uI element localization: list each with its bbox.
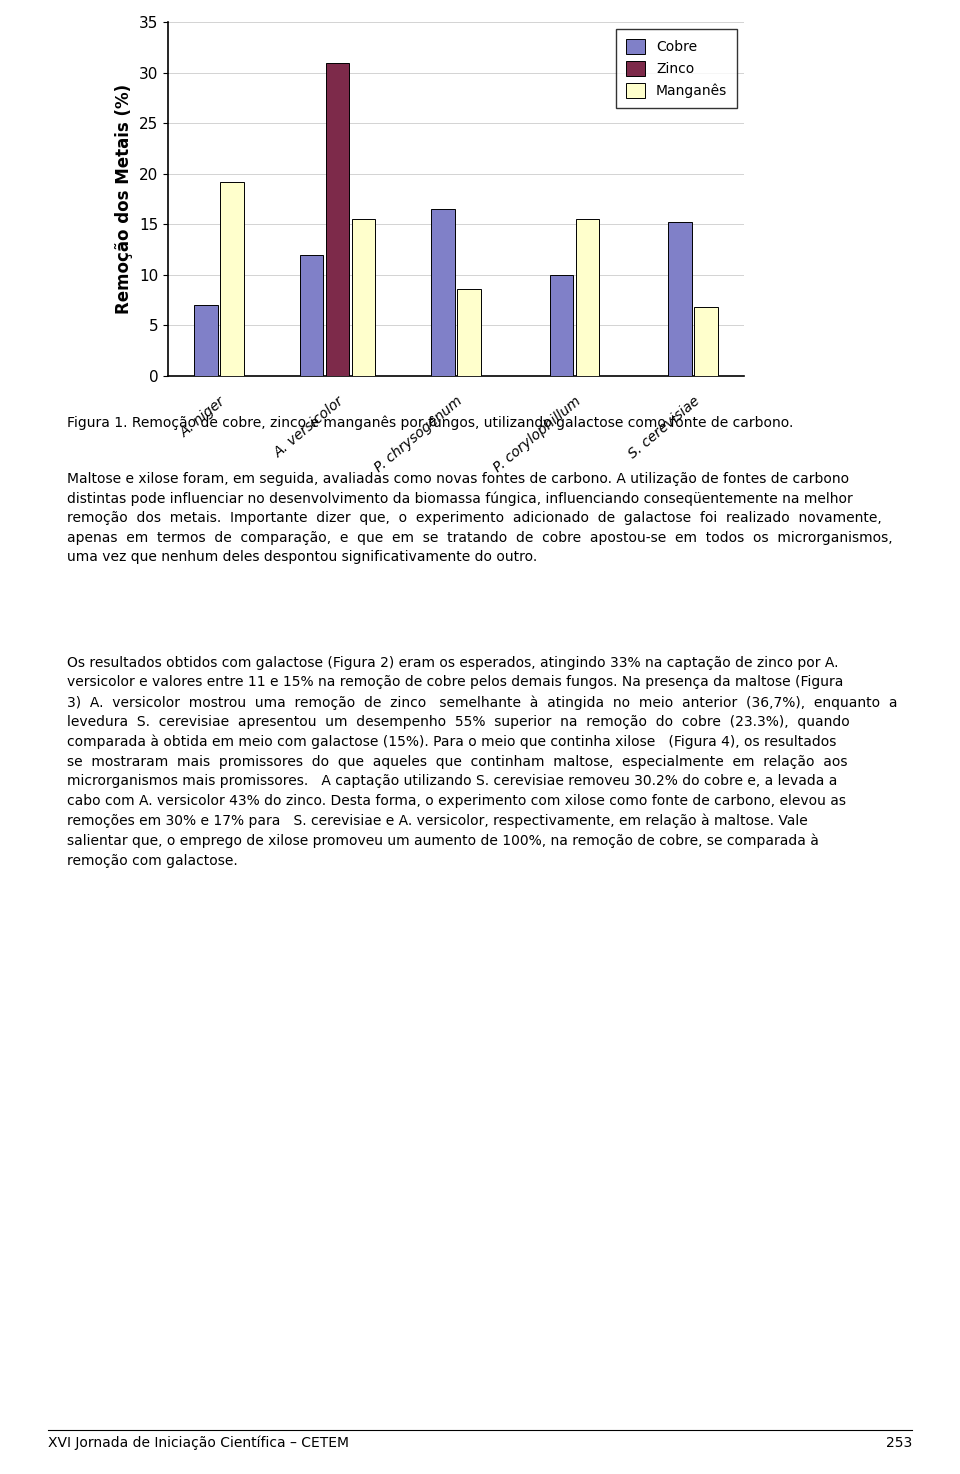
- Bar: [550, 274, 573, 376]
- Bar: [457, 289, 481, 376]
- Bar: [194, 305, 218, 376]
- Bar: [694, 307, 718, 376]
- Text: 253: 253: [886, 1436, 912, 1449]
- Bar: [351, 220, 375, 376]
- Text: P. chrysogenum: P. chrysogenum: [372, 394, 465, 475]
- Bar: [220, 181, 244, 376]
- Text: P. corylophillum: P. corylophillum: [491, 394, 584, 475]
- Legend: Cobre, Zinco, Manganês: Cobre, Zinco, Manganês: [615, 29, 737, 108]
- Bar: [300, 255, 324, 376]
- Bar: [431, 209, 455, 376]
- Bar: [576, 220, 599, 376]
- Text: A. versicolor: A. versicolor: [272, 394, 347, 460]
- Text: Os resultados obtidos com galactose (Figura 2) eram os esperados, atingindo 33% : Os resultados obtidos com galactose (Fig…: [67, 656, 898, 868]
- Text: A. niger: A. niger: [178, 394, 228, 439]
- Bar: [325, 62, 349, 376]
- Bar: [668, 223, 692, 376]
- Text: Maltose e xilose foram, em seguida, avaliadas como novas fontes de carbono. A ut: Maltose e xilose foram, em seguida, aval…: [67, 472, 893, 565]
- Text: Figura 1. Remoção de cobre, zinco e manganês por fungos, utilizando galactose co: Figura 1. Remoção de cobre, zinco e mang…: [67, 416, 794, 430]
- Y-axis label: Remoção dos Metais (%): Remoção dos Metais (%): [115, 84, 133, 314]
- Text: XVI Jornada de Iniciação Científica – CETEM: XVI Jornada de Iniciação Científica – CE…: [48, 1436, 349, 1450]
- Text: S. cerevisiae: S. cerevisiae: [626, 394, 702, 461]
